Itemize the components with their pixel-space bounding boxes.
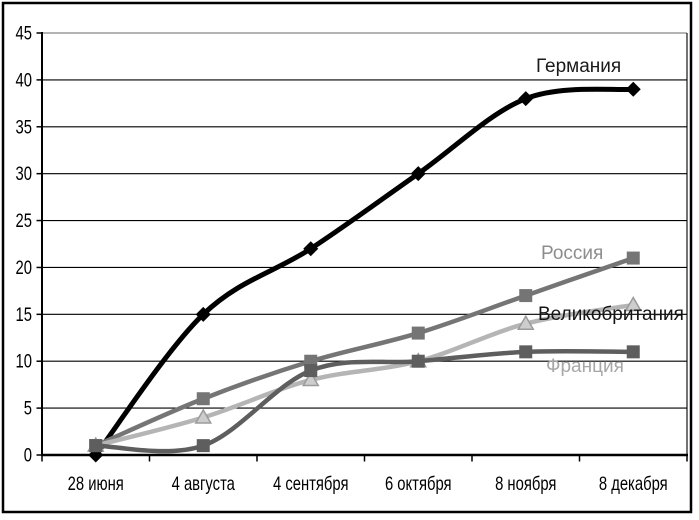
x-tick-label-4: 8 ноября: [495, 473, 556, 494]
series-label-uk: Великобритания: [538, 304, 684, 325]
series-line-germany: [93, 86, 636, 458]
series-label-germany: Германия: [536, 56, 622, 77]
y-tick-label-45: 45: [16, 23, 32, 44]
x-tick-label-5: 8 декабря: [599, 473, 668, 494]
y-tick-label-25: 25: [16, 210, 32, 231]
marker-russia: [519, 289, 533, 303]
marker-russia: [196, 392, 210, 406]
y-tick-label-35: 35: [16, 117, 32, 138]
marker-france: [196, 439, 210, 453]
marker-russia: [626, 251, 640, 265]
marker-germany: [518, 91, 534, 107]
y-tick-label-30: 30: [16, 163, 32, 184]
marker-france: [304, 364, 318, 378]
marker-france: [89, 439, 103, 453]
marker-uk: [516, 314, 535, 330]
x-tick-label-1: 4 августа: [172, 473, 236, 494]
series-label-france: Франция: [546, 356, 624, 377]
y-tick-label-20: 20: [16, 257, 32, 278]
x-tick-label-0: 28 июня: [68, 473, 124, 494]
marker-france: [411, 354, 425, 368]
series-label-russia: Россия: [541, 243, 604, 264]
series-germany: [88, 81, 641, 463]
y-tick-label-10: 10: [16, 351, 32, 372]
series-line-russia: [93, 255, 636, 448]
y-tick-label-15: 15: [16, 304, 32, 325]
x-tick-label-3: 6 октября: [385, 473, 452, 494]
marker-germany: [303, 241, 319, 257]
y-tick-label-0: 0: [24, 445, 32, 466]
y-tick-label-40: 40: [16, 70, 32, 91]
series-line-uk: [93, 302, 636, 448]
x-tick-label-2: 4 сентября: [273, 473, 349, 494]
marker-france: [519, 345, 533, 359]
figure-border: [1, 1, 693, 514]
marker-russia: [411, 326, 425, 340]
marker-germany: [625, 81, 641, 97]
marker-france: [626, 345, 640, 359]
series-line-france: [93, 348, 636, 454]
marker-uk: [301, 370, 320, 387]
y-tick-label-5: 5: [24, 398, 32, 419]
marker-germany: [410, 166, 426, 182]
series-france: [89, 345, 640, 454]
marker-germany: [195, 306, 211, 322]
marker-uk: [624, 295, 643, 312]
marker-uk: [194, 408, 213, 424]
